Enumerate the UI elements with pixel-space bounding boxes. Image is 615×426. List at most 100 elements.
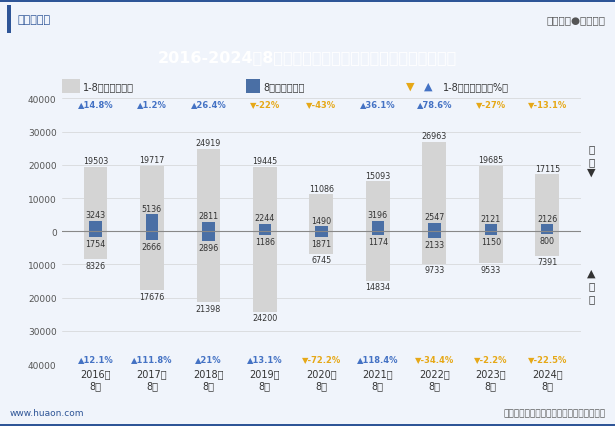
Text: 24919: 24919 [196,138,221,147]
Text: ▼-34.4%: ▼-34.4% [415,354,454,363]
Text: 1174: 1174 [368,237,388,246]
Bar [89,221,101,232]
Text: 7391: 7391 [537,258,557,267]
Bar [366,182,390,232]
Text: 2547: 2547 [424,213,445,222]
Bar [259,232,271,236]
Bar [84,232,107,259]
Text: ▲111.8%: ▲111.8% [131,354,173,363]
Text: 14834: 14834 [365,282,391,291]
Text: ▲: ▲ [424,82,433,92]
Text: ▲118.4%: ▲118.4% [357,354,399,363]
Text: 1186: 1186 [255,237,275,246]
Text: 1-8月（万美元）: 1-8月（万美元） [83,82,134,92]
Bar [253,232,277,312]
Text: 9733: 9733 [424,266,445,275]
Text: ▼: ▼ [406,82,415,92]
Text: 3196: 3196 [368,210,388,219]
Bar [485,232,497,236]
Text: ▲12.1%: ▲12.1% [77,354,113,363]
Text: www.huaon.com: www.huaon.com [9,408,84,417]
Text: 17115: 17115 [534,164,560,173]
Text: 5136: 5136 [142,204,162,213]
Bar [423,142,446,232]
Bar [146,215,158,232]
Text: 2133: 2133 [424,240,445,250]
Text: 26963: 26963 [422,132,447,141]
Text: ▲78.6%: ▲78.6% [416,100,452,109]
Bar [479,167,502,232]
Text: 2016-2024年8月宁夏回族自治区外商投资企业进、出口额: 2016-2024年8月宁夏回族自治区外商投资企业进、出口额 [158,49,457,65]
Bar [485,225,497,232]
Bar [259,225,271,232]
Bar [309,232,333,254]
Text: 24200: 24200 [252,314,277,322]
Bar [428,232,440,239]
Text: 华经情报网: 华经情报网 [17,15,50,25]
Bar [541,225,554,232]
Bar [246,80,260,93]
Bar [89,232,101,238]
Bar [428,223,440,232]
Text: 3243: 3243 [85,210,105,219]
Bar [140,232,164,290]
Bar [202,232,215,242]
Text: 1150: 1150 [481,237,501,246]
Text: ▲36.1%: ▲36.1% [360,100,395,109]
Text: ▼-13.1%: ▼-13.1% [528,100,567,109]
Text: 1-8月同比增速（%）: 1-8月同比增速（%） [443,82,509,92]
Text: 2126: 2126 [537,214,557,223]
Bar [315,232,328,238]
Text: ▲14.8%: ▲14.8% [77,100,113,109]
Bar [371,221,384,232]
Bar [253,167,277,232]
Text: 2244: 2244 [255,214,275,223]
Text: ▲26.4%: ▲26.4% [191,100,226,109]
Bar [197,232,220,302]
Text: 1871: 1871 [311,239,331,249]
Bar [536,232,559,256]
Text: 2811: 2811 [198,212,218,221]
Text: ▼: ▼ [587,167,596,178]
Bar [479,232,502,263]
Bar [7,6,11,35]
Text: 19685: 19685 [478,156,504,165]
Text: ▼-2.2%: ▼-2.2% [474,354,507,363]
Bar [197,149,220,232]
Text: 进
口: 进 口 [589,280,595,303]
Bar [423,232,446,264]
Text: ▼-22%: ▼-22% [250,100,280,109]
Bar [366,232,390,281]
Bar [541,232,554,234]
Bar [146,232,158,241]
Text: 9533: 9533 [481,265,501,274]
Text: 6745: 6745 [311,256,331,265]
Text: 专业严谨●客观科学: 专业严谨●客观科学 [547,15,606,25]
Text: 2121: 2121 [481,214,501,223]
Text: 2666: 2666 [142,242,162,251]
Text: 19717: 19717 [139,156,165,165]
Text: ▲1.2%: ▲1.2% [137,100,167,109]
Bar [371,232,384,236]
Text: 15093: 15093 [365,171,391,180]
Text: 数据来源：中国海关，华经产业研究院整理: 数据来源：中国海关，华经产业研究院整理 [504,408,606,417]
Text: ▼-72.2%: ▼-72.2% [302,354,341,363]
Text: ▼-22.5%: ▼-22.5% [528,354,567,363]
Text: 8月（万美元）: 8月（万美元） [263,82,304,92]
Bar [0,423,615,426]
Text: 11086: 11086 [309,184,334,193]
Bar [62,80,80,93]
Text: ▼-27%: ▼-27% [476,100,506,109]
Bar [309,195,333,232]
Text: 1754: 1754 [85,239,106,248]
Bar [0,0,615,3]
Text: 19503: 19503 [83,156,108,165]
Text: 1490: 1490 [311,216,331,225]
Bar [84,167,107,232]
Text: 17676: 17676 [139,292,164,301]
Text: ▲: ▲ [587,268,596,278]
Text: ▼-43%: ▼-43% [306,100,336,109]
Text: 出
口: 出 口 [589,144,595,167]
Text: 21398: 21398 [196,304,221,313]
Text: 19445: 19445 [252,157,277,166]
